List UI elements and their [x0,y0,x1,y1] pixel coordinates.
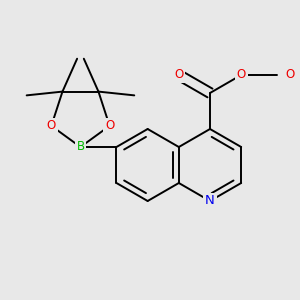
Text: O: O [285,68,294,82]
Text: O: O [174,68,183,82]
Text: O: O [237,68,246,82]
Text: O: O [47,119,56,132]
Text: B: B [76,140,85,154]
Text: O: O [105,119,114,132]
Text: N: N [205,194,215,208]
